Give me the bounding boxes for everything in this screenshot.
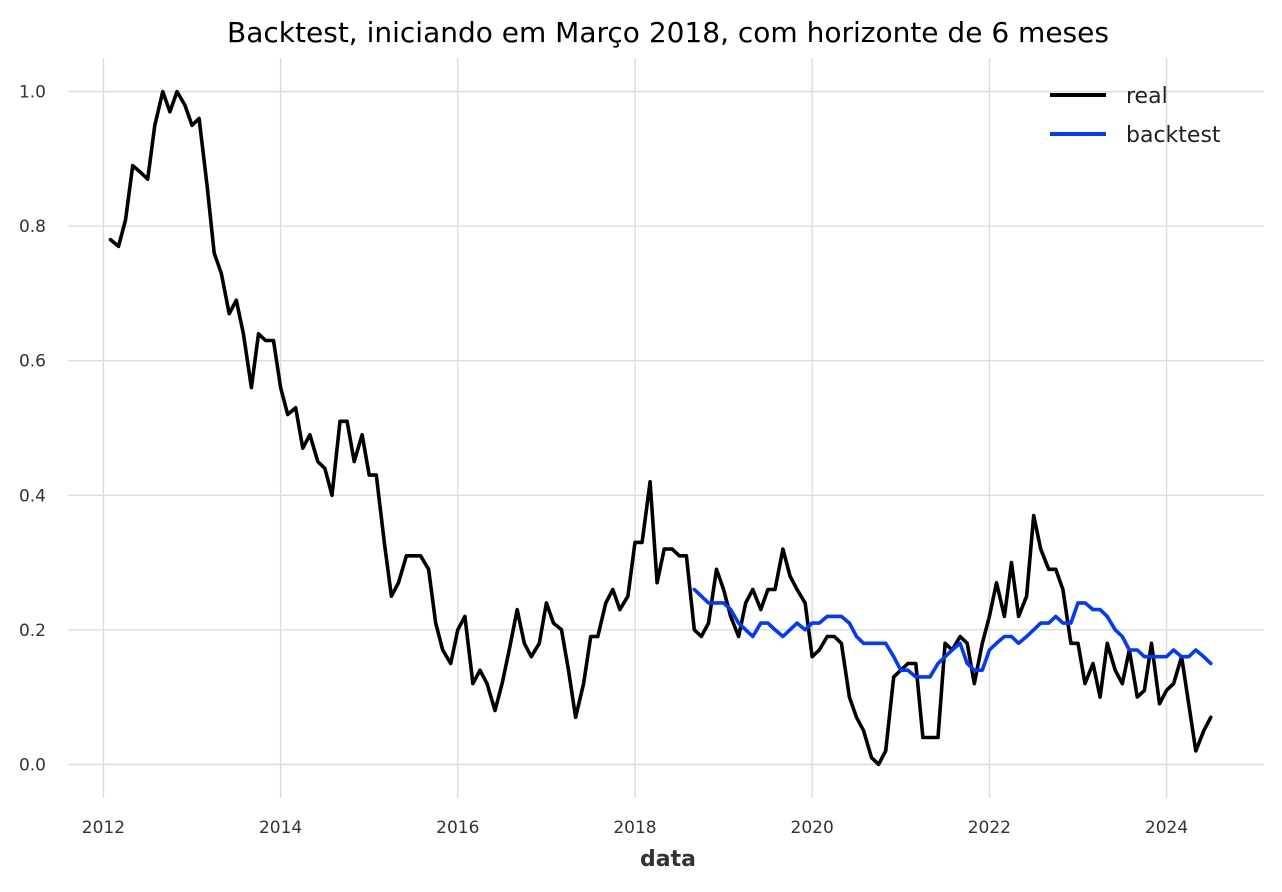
grid-lines	[68, 58, 1264, 798]
x-tick-label: 2024	[1145, 818, 1188, 838]
series-lines	[108, 89, 1213, 767]
legend: real backtest	[1050, 84, 1221, 148]
y-tick-label: 0.0	[19, 755, 46, 775]
x-axis-ticks: 2012 2014 2016 2018 2020 2022 2024	[82, 818, 1188, 838]
x-tick-label: 2014	[259, 818, 302, 838]
series-line-backtest	[692, 587, 1213, 679]
legend-label-backtest: backtest	[1126, 123, 1221, 148]
x-tick-label: 2018	[613, 818, 656, 838]
x-tick-label: 2022	[968, 818, 1011, 838]
y-tick-label: 0.6	[19, 352, 46, 372]
x-tick-label: 2020	[791, 818, 834, 838]
x-tick-label: 2016	[436, 818, 479, 838]
y-tick-label: 1.0	[19, 83, 46, 103]
y-tick-label: 0.8	[19, 217, 46, 237]
y-tick-label: 0.4	[19, 486, 46, 506]
x-tick-label: 2012	[82, 818, 125, 838]
series-line-real	[108, 89, 1213, 767]
chart-title: Backtest, iniciando em Março 2018, com h…	[227, 16, 1109, 49]
y-axis-ticks: 0.0 0.2 0.4 0.6 0.8 1.0	[19, 83, 46, 776]
x-axis-label: data	[640, 847, 696, 872]
legend-label-real: real	[1126, 84, 1168, 109]
y-tick-label: 0.2	[19, 621, 46, 641]
